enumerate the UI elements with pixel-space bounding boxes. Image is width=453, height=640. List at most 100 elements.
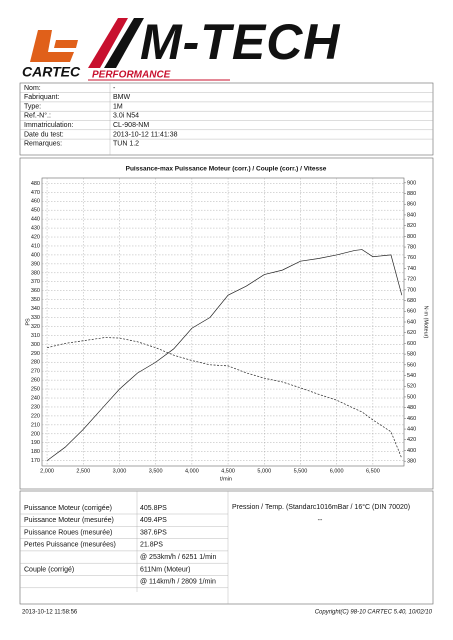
result-value: 409.4PS [140,517,167,524]
y2-tick-label: 780 [407,245,416,251]
y2-tick-label: 700 [407,287,416,293]
result-label: Puissance Moteur (mesurée) [24,517,114,524]
result-value: 21.8PS [140,542,163,549]
y2-tick-label: 900 [407,180,416,186]
y2-tick-label: 820 [407,223,416,229]
info-value: TUN 1.2 [113,141,139,148]
info-label: Type: [24,103,41,110]
x-tick-label: 6,000 [330,468,344,474]
y2-tick-label: 600 [407,341,416,347]
y-tick-label: 270 [31,369,40,375]
y-tick-label: 310 [31,333,40,339]
y2-tick-label: 660 [407,309,416,315]
info-value: BMW [113,94,131,101]
y2-tick-label: 800 [407,234,416,240]
y2-tick-label: 860 [407,202,416,208]
conditions-value: -- [318,517,323,524]
chart-box [19,157,434,490]
info-box [19,82,434,156]
info-value: CL-908-NM [113,122,149,129]
x-tick-label: 6,500 [366,468,380,474]
y-tick-label: 340 [31,306,40,312]
result-value: 405.8PS [140,505,167,512]
chart-title: Puissance-max Puissance Moteur (corr.) /… [126,166,327,173]
y-tick-label: 240 [31,395,40,401]
y2-tick-label: 740 [407,266,416,272]
result-label: Pertes Puissance (mesurées) [24,542,116,549]
y2-tick-label: 380 [407,459,416,465]
info-label: Ref.-N°.: [24,112,51,120]
result-value: 387.6PS [140,529,167,536]
y-tick-label: 470 [31,190,40,196]
y2-tick-label: 540 [407,373,416,379]
x-tick-label: 5,500 [294,468,308,474]
info-value: 2013-10-12 11:41:38 [113,131,178,138]
result-label: Puissance Moteur (corrigée) [24,505,112,512]
y2-label: N·m (Moteur) [423,306,429,339]
y2-tick-label: 480 [407,405,416,411]
results-box [19,490,434,605]
y-tick-label: 370 [31,279,40,285]
y2-tick-label: 400 [407,448,416,454]
y-tick-label: 210 [31,422,40,428]
tagline: PERFORMANCE [92,70,171,81]
info-label: Remarques: [24,141,62,148]
y-tick-label: 250 [31,387,40,393]
y-tick-label: 300 [31,342,40,348]
y-tick-label: 260 [31,378,40,384]
y2-tick-label: 460 [407,416,416,422]
x-tick-label: 4,500 [221,468,235,474]
y-tick-label: 450 [31,208,40,214]
brand: CARTEC [22,64,81,80]
y-label: PS [25,318,31,326]
y-tick-label: 190 [31,440,40,446]
y-tick-label: 420 [31,234,40,240]
logo [30,18,230,81]
plot-area [41,177,405,467]
y-tick-label: 280 [31,360,40,366]
info-value: 3.0i N54 [113,113,139,120]
y-tick-label: 460 [31,199,40,205]
y2-tick-label: 420 [407,437,416,443]
y2-tick-label: 840 [407,212,416,218]
result-label: Couple (corrigé) [24,566,74,573]
info-label: Immatriculation: [24,122,73,129]
info-label: Nom: [24,85,41,92]
y-tick-label: 390 [31,261,40,267]
y-tick-label: 350 [31,297,40,303]
info-label: Fabriquant: [24,94,59,101]
logo-text: M-TECH [140,14,340,70]
x-tick-label: 2,000 [40,468,54,474]
info-label: Date du test: [24,131,64,138]
y-tick-label: 230 [31,404,40,410]
x-tick-label: 3,000 [113,468,127,474]
x-label: t/min [220,476,232,482]
footer-copyright: Copyright(C) 98-10 CARTEC 5.40, 10/02/10 [315,610,433,616]
info-value: - [113,85,116,92]
y-tick-label: 220 [31,413,40,419]
y2-tick-label: 520 [407,384,416,390]
y-tick-label: 180 [31,449,40,455]
x-tick-label: 5,000 [257,468,271,474]
x-tick-label: 2,500 [76,468,90,474]
y2-tick-label: 880 [407,191,416,197]
y-tick-label: 330 [31,315,40,321]
y-tick-label: 440 [31,217,40,223]
y-tick-label: 430 [31,226,40,232]
y-tick-label: 360 [31,288,40,294]
y-tick-label: 290 [31,351,40,357]
result-value: 611Nm (Moteur) [140,566,190,573]
y2-tick-label: 640 [407,319,416,325]
series-line [46,249,403,461]
result-value: @ 253km/h / 6251 1/min [140,554,216,561]
y2-tick-label: 440 [407,427,416,433]
y-tick-label: 480 [31,181,40,187]
y-tick-label: 400 [31,252,40,258]
info-value: 1M [113,103,123,110]
conditions: Pression / Temp. (Standarc1016mBar / 16°… [232,503,410,511]
y-tick-label: 200 [31,431,40,437]
y2-tick-label: 720 [407,277,416,283]
x-tick-label: 4,000 [185,468,199,474]
y2-tick-label: 620 [407,330,416,336]
